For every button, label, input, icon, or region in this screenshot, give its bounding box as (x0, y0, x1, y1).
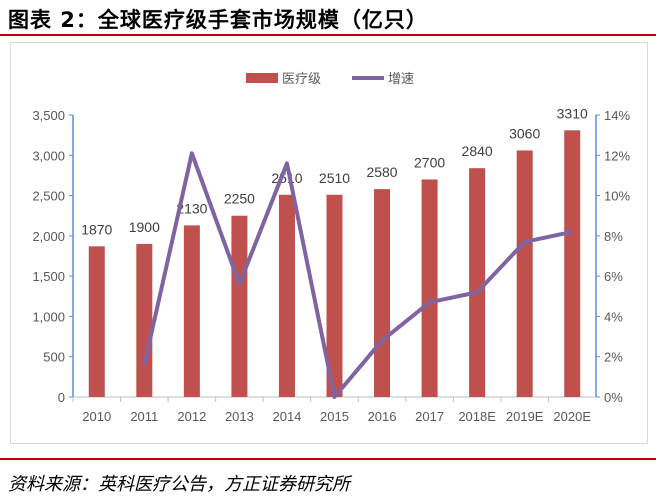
left-tick-label: 2,000 (32, 229, 65, 244)
bar (88, 246, 105, 397)
bar-data-label: 3310 (557, 105, 588, 121)
x-tick-label: 2014 (272, 409, 301, 424)
figure-title: 图表 2：全球医疗级手套市场规模（亿只） (8, 8, 428, 32)
right-tick-label: 10% (604, 189, 630, 204)
bar (421, 179, 438, 397)
x-tick-label: 2017 (415, 409, 444, 424)
x-tick-label: 2018E (458, 409, 496, 424)
right-tick-label: 14% (604, 108, 630, 123)
x-tick-label: 2016 (368, 409, 397, 424)
title-divider (0, 34, 656, 36)
bar (326, 194, 343, 397)
left-tick-label: 2,500 (32, 189, 65, 204)
bar-data-label: 3060 (509, 125, 540, 141)
chart: 0 500 1,000 1,500 2,000 2,500 3,000 3,500 0% 2% 4%… (32, 72, 630, 424)
left-tick-label: 500 (43, 350, 65, 365)
left-tick-label: 3,500 (32, 108, 65, 123)
right-tick-label: 4% (604, 309, 623, 324)
bar (469, 168, 486, 397)
bar-data-label: 1870 (81, 221, 112, 237)
bar (136, 243, 153, 397)
x-tick-label: 2011 (130, 409, 158, 424)
left-tick-label: 0 (58, 390, 65, 405)
bar-data-label: 2510 (319, 170, 350, 186)
legend-label-bar: 医疗级 (282, 72, 321, 87)
bar (231, 215, 248, 397)
x-tick-label: 2010 (82, 409, 111, 424)
left-tick-label: 1,000 (32, 309, 65, 324)
legend-label-line: 增速 (388, 72, 414, 87)
left-tick-label: 3,000 (32, 148, 65, 163)
x-tick-label: 2012 (177, 409, 206, 424)
left-tick-label: 1,500 (32, 269, 65, 284)
legend-swatch-bar (246, 73, 278, 83)
bar (183, 225, 200, 397)
bar-data-label: 2130 (176, 200, 207, 216)
source-note: 资料来源：英科医疗公告，方正证券研究所 (8, 474, 350, 495)
bar (516, 150, 533, 397)
growth-line (142, 151, 573, 399)
right-tick-label: 12% (604, 148, 630, 163)
bar-data-label: 1900 (129, 219, 160, 235)
chart-frame (10, 42, 648, 444)
bar-data-label: 2580 (366, 164, 397, 180)
right-tick-label: 2% (604, 350, 623, 365)
bar-data-label: 2700 (414, 154, 445, 170)
bar-data-label: 2840 (462, 143, 493, 159)
x-tick-label: 2020E (553, 409, 591, 424)
bar (564, 130, 581, 397)
x-tick-label: 2019E (506, 409, 544, 424)
right-tick-label: 6% (604, 269, 623, 284)
bar (278, 194, 295, 397)
right-tick-label: 8% (604, 229, 623, 244)
x-tick-label: 2013 (225, 409, 254, 424)
right-tick-label: 0% (604, 390, 623, 405)
x-tick-label: 2015 (320, 409, 349, 424)
bar (374, 189, 391, 397)
bar-data-label: 2250 (224, 191, 255, 207)
source-divider (0, 458, 656, 460)
